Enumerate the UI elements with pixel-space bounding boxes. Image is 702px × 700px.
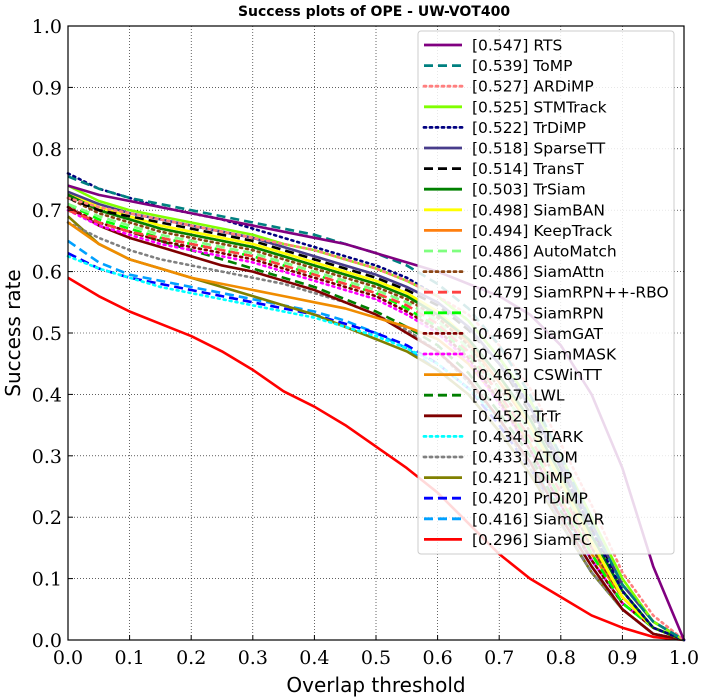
- legend-label: [0.494] KeepTrack: [472, 222, 612, 240]
- x-tick-label: 0.6: [422, 647, 452, 669]
- y-tick-label: 0.0: [32, 630, 62, 652]
- legend-label: [0.518] SparseTT: [472, 140, 606, 158]
- legend-label: [0.433] ATOM: [472, 449, 578, 467]
- legend: [0.547] RTS [0.539] ToMP [0.527] ARDiMP [0.…: [417, 30, 675, 555]
- series-line: [67, 208, 685, 642]
- legend-label: [0.416] SiamCAR: [472, 510, 605, 528]
- y-tick-label: 1.0: [32, 16, 62, 38]
- legend-label: [0.469] SiamGAT: [472, 325, 604, 343]
- legend-label: [0.547] RTS: [472, 37, 562, 55]
- x-tick-label: 1.0: [669, 647, 699, 669]
- y-tick-label: 0.7: [32, 200, 62, 222]
- legend-label: [0.420] PrDiMP: [472, 490, 588, 508]
- legend-label: [0.486] AutoMatch: [472, 243, 617, 261]
- legend-label: [0.525] STMTrack: [472, 98, 607, 116]
- legend-label: [0.503] TrSiam: [472, 181, 586, 199]
- legend-label: [0.463] CSWinTT: [472, 366, 602, 384]
- legend-label: [0.434] STARK: [472, 428, 584, 446]
- legend-label: [0.457] LWL: [472, 387, 565, 405]
- y-tick-label: 0.6: [32, 262, 62, 284]
- x-tick-label: 0.5: [361, 647, 391, 669]
- y-tick-label: 0.2: [32, 507, 62, 529]
- legend-label: [0.527] ARDiMP: [472, 78, 594, 96]
- legend-label: [0.539] ToMP: [472, 57, 572, 75]
- x-tick-label: 0.0: [53, 647, 83, 669]
- legend-box: [417, 30, 675, 555]
- legend-label: [0.475] SiamRPN: [472, 304, 604, 322]
- legend-label: [0.498] SiamBAN: [472, 201, 605, 219]
- x-tick-label: 0.2: [176, 647, 206, 669]
- legend-label: [0.467] SiamMASK: [472, 346, 617, 364]
- y-axis-label: Success rate: [1, 269, 25, 397]
- x-tick-label: 0.9: [607, 647, 637, 669]
- x-tick-label: 0.7: [484, 647, 514, 669]
- legend-label: [0.522] TrDiMP: [472, 119, 586, 137]
- legend-label: [0.452] TrTr: [472, 407, 561, 425]
- x-tick-label: 0.4: [299, 647, 329, 669]
- legend-label: [0.514] TransT: [472, 160, 584, 178]
- x-tick-label: 0.3: [238, 647, 268, 669]
- legend-label: [0.486] SiamAttn: [472, 263, 604, 281]
- series-line: [67, 276, 685, 642]
- legend-label: [0.421] DiMP: [472, 469, 572, 487]
- y-tick-label: 0.9: [32, 77, 62, 99]
- x-axis-label: Overlap threshold: [286, 673, 465, 697]
- chart-title: Success plots of OPE - UW-VOT400: [238, 4, 510, 20]
- legend-label: [0.296] SiamFC: [472, 531, 592, 549]
- y-tick-label: 0.5: [32, 323, 62, 345]
- y-tick-label: 0.4: [32, 384, 62, 406]
- legend-label: [0.479] SiamRPN++-RBO: [472, 284, 669, 302]
- x-tick-label: 0.1: [114, 647, 144, 669]
- y-tick-label: 0.1: [32, 569, 62, 591]
- axis-ticks: 0.0 0.1 0.2 0.3 0.4 0.5 0.6 0.7 0.8 0.9 1.0 0.0 0.1 0…: [32, 16, 699, 669]
- x-tick-label: 0.8: [546, 647, 576, 669]
- y-tick-label: 0.8: [32, 139, 62, 161]
- y-tick-label: 0.3: [32, 446, 62, 468]
